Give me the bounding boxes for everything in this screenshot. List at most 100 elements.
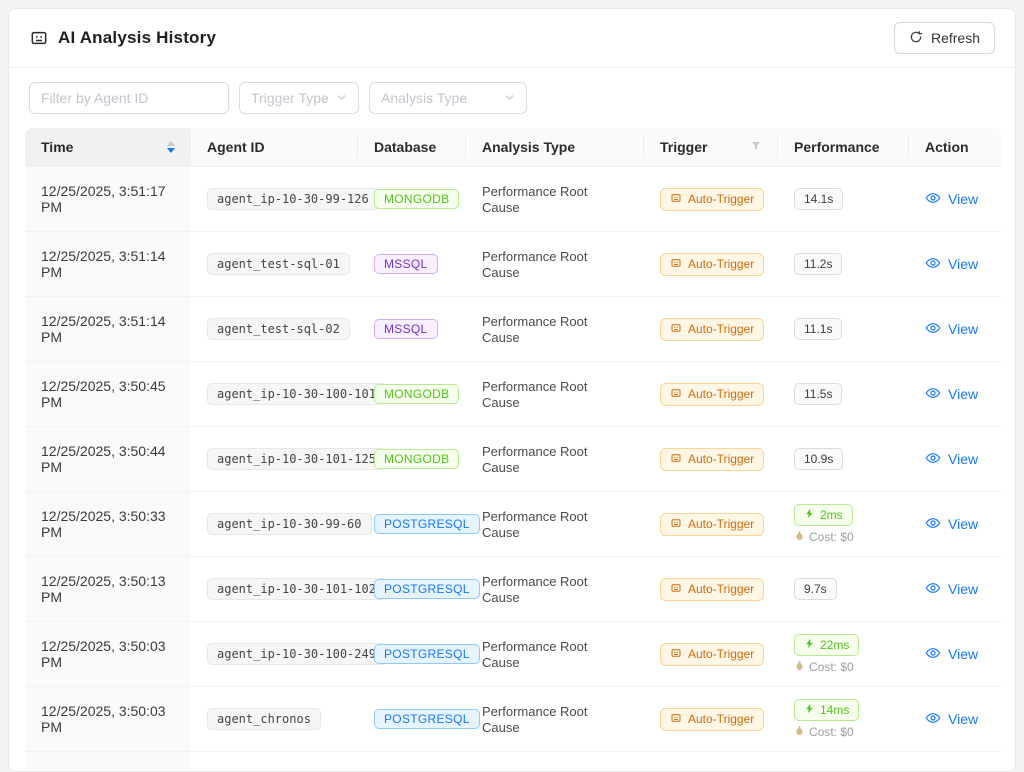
table-row: 12/25/2025, 3:51:14 PM agent_test-sql-02… [25, 296, 1001, 362]
table-row: 12/25/2025, 3:50:44 PM agent_ip-10-30-10… [25, 426, 1001, 492]
performance-value: 10.9s [804, 452, 834, 466]
view-link[interactable]: View [925, 515, 978, 534]
trigger-cell: Auto-Trigger [644, 231, 778, 297]
agent-id-cell: agent_test-sql-01 [191, 231, 358, 297]
agent-id-cell: agent_ip-10-30-100-101 [191, 751, 358, 771]
sort-carets-icon[interactable] [167, 141, 175, 153]
view-label: View [948, 451, 979, 467]
database-badge: MONGODB [374, 384, 460, 404]
refresh-button[interactable]: Refresh [893, 22, 995, 54]
panel-header: AI Analysis History Refresh [9, 9, 1015, 68]
agent-id-pill: agent_ip-10-30-101-102 [207, 578, 386, 600]
analysis-type-cell: Performance Root Cause [466, 556, 644, 622]
action-cell: View [909, 621, 1001, 687]
robot-icon [670, 452, 682, 467]
analysis-type-select[interactable]: Analysis Type [369, 82, 527, 114]
performance-cell: 9.7s [778, 556, 909, 622]
time-cell: 12/25/2025, 3:25:10 PM [25, 751, 191, 771]
filter-bar: Trigger Type Analysis Type [9, 68, 1015, 128]
table-row: 12/25/2025, 3:25:10 PM agent_ip-10-30-10… [25, 751, 1001, 771]
agent-id-cell: agent_ip-10-30-99-126 [191, 166, 379, 232]
eye-icon [925, 515, 941, 534]
trigger-cell: Auto-Trigger [644, 426, 778, 492]
performance-cell: 14.1s [778, 166, 909, 232]
money-bag-icon [794, 660, 805, 674]
performance-cell: 22ms Cost: $0 [778, 621, 909, 687]
trigger-badge: Auto-Trigger [660, 447, 765, 471]
performance-badge: 14.1s [794, 188, 844, 210]
cost-text: Cost: $0 [809, 660, 854, 674]
performance-badge: 10.9s [794, 448, 844, 470]
database-cell: MONGODB [358, 361, 466, 427]
view-link[interactable]: View [925, 580, 978, 599]
database-badge: POSTGRESQL [374, 579, 480, 599]
agent-id-pill: agent_test-sql-01 [207, 253, 350, 275]
database-cell: POSTGRESQL [358, 686, 480, 752]
action-cell: View [909, 491, 1001, 557]
robot-icon [670, 517, 682, 532]
agent-id-cell: agent_ip-10-30-101-125 [191, 426, 386, 492]
reload-icon [909, 30, 923, 47]
table-body: 12/25/2025, 3:51:17 PM agent_ip-10-30-99… [25, 166, 1001, 771]
time-cell: 12/25/2025, 3:50:03 PM [25, 686, 191, 752]
column-label-database: Database [374, 139, 437, 155]
performance-badge: 11.1s [794, 318, 843, 340]
view-link[interactable]: View [925, 320, 978, 339]
view-link[interactable]: View [925, 190, 978, 209]
agent-filter-group [29, 82, 229, 114]
analysis-type-text: Performance Root Cause [482, 249, 588, 280]
agent-id-cell: agent_ip-10-30-100-249 [191, 621, 386, 687]
robot-icon [29, 28, 49, 48]
view-link[interactable]: View [925, 710, 978, 729]
column-header-time[interactable]: Time [25, 128, 191, 167]
action-cell: View [909, 686, 1001, 752]
trigger-label: Auto-Trigger [688, 647, 755, 661]
performance-value: 22ms [820, 638, 850, 652]
robot-icon [670, 387, 682, 402]
column-header-trigger[interactable]: Trigger [644, 128, 778, 167]
performance-badge: 22ms [794, 634, 860, 656]
view-label: View [948, 646, 979, 662]
analysis-type-cell: Performance Root Cause [466, 166, 644, 232]
cost-line: Cost: $0 [794, 530, 893, 544]
action-cell: View [909, 751, 1001, 771]
time-cell: 12/25/2025, 3:50:03 PM [25, 621, 191, 687]
eye-icon [925, 580, 941, 599]
view-label: View [948, 711, 979, 727]
table-row: 12/25/2025, 3:50:33 PM agent_ip-10-30-99… [25, 491, 1001, 557]
trigger-label: Auto-Trigger [688, 452, 755, 466]
agent-id-pill: agent_chronos [207, 708, 321, 730]
performance-cell: 14ms Cost: $0 [778, 686, 909, 752]
analysis-type-text: Performance Root Cause [482, 184, 588, 215]
trigger-cell: Auto-Trigger [644, 556, 778, 622]
performance-value: 2ms [820, 508, 843, 522]
view-link[interactable]: View [925, 450, 978, 469]
money-bag-icon [794, 725, 805, 739]
view-label: View [948, 256, 979, 272]
view-label: View [948, 516, 979, 532]
trigger-cell: Trend Alert [644, 751, 778, 771]
trigger-type-select[interactable]: Trigger Type [239, 82, 359, 114]
eye-icon [925, 190, 941, 209]
eye-icon [925, 385, 941, 404]
trigger-cell: Auto-Trigger [644, 166, 778, 232]
time-cell: 12/25/2025, 3:51:17 PM [25, 166, 191, 232]
agent-filter-input[interactable] [30, 83, 228, 113]
robot-icon [670, 582, 682, 597]
agent-id-cell: agent_chronos [191, 686, 358, 752]
view-link[interactable]: View [925, 255, 978, 274]
view-link[interactable]: View [925, 645, 978, 664]
table-row: 12/25/2025, 3:51:17 PM agent_ip-10-30-99… [25, 166, 1001, 232]
performance-value: 11.2s [804, 257, 833, 271]
cost-line: Cost: $0 [794, 660, 893, 674]
performance-value: 11.1s [804, 322, 833, 336]
analysis-type-cell: Performance Root Cause [466, 296, 644, 362]
table-row: 12/25/2025, 3:50:45 PM agent_ip-10-30-10… [25, 361, 1001, 427]
table-row: 12/25/2025, 3:50:03 PM agent_chronos POS… [25, 686, 1001, 752]
performance-cell: 11.5s [778, 361, 909, 427]
trigger-cell: Auto-Trigger [644, 491, 778, 557]
performance-cell: 11.1s [778, 296, 909, 362]
funnel-icon[interactable] [750, 139, 762, 155]
view-link[interactable]: View [925, 385, 978, 404]
analysis-type-text: Performance Root Cause [482, 444, 588, 475]
